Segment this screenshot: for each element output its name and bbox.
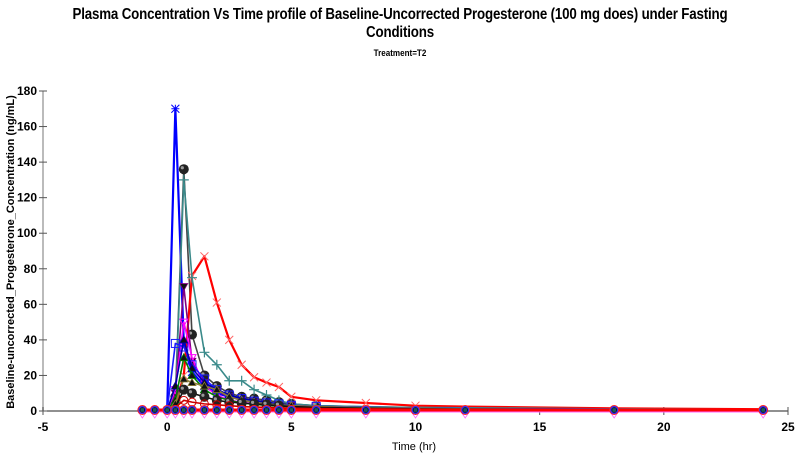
- y-tick-label: 100: [17, 226, 37, 240]
- sphere-marker: [187, 388, 197, 399]
- baseline-square-core: [215, 408, 219, 412]
- baseline-square-core: [264, 408, 269, 412]
- triangle-down-marker: [179, 283, 189, 292]
- triangle-up-marker: [212, 384, 222, 394]
- series-3: [142, 251, 764, 412]
- sphere-marker: [178, 164, 189, 175]
- sphere-highlight: [263, 401, 267, 405]
- triangle-down-open-marker: [178, 318, 189, 328]
- sphere-highlight: [213, 397, 217, 401]
- y-tick-label: 60: [24, 297, 38, 311]
- baseline-square-core: [239, 408, 244, 412]
- baseline-square-core: [413, 408, 418, 412]
- x-tick-label: 15: [533, 420, 547, 434]
- triangle-up-marker: [199, 381, 210, 390]
- chart-title: Plasma Concentration Vs Time profile of …: [72, 6, 728, 41]
- x-marker: [237, 360, 247, 370]
- series-layer: [142, 104, 764, 412]
- sphere-highlight: [180, 166, 184, 170]
- baseline-square-core: [202, 408, 207, 412]
- baseline-square-core: [612, 408, 616, 412]
- sphere-highlight: [238, 399, 242, 404]
- y-tick-label: 40: [24, 333, 38, 347]
- baseline-square-core: [364, 408, 368, 412]
- x-tick-label: 0: [164, 420, 171, 434]
- x-tick-label: 20: [657, 420, 671, 434]
- triangle-down-open-marker: [187, 354, 197, 363]
- plus-marker: [178, 174, 189, 185]
- series-2: [142, 164, 764, 411]
- triangle-up-marker: [179, 335, 189, 344]
- y-tick-label: 120: [17, 191, 37, 205]
- triangle-up-marker: [179, 352, 189, 362]
- triangle-up-marker: [187, 377, 197, 386]
- baseline-square-core: [182, 408, 186, 412]
- baseline-square-core: [289, 408, 294, 412]
- series-line: [142, 255, 764, 412]
- sphere-highlight: [201, 393, 205, 397]
- star-marker: [171, 104, 180, 114]
- plus-marker: [199, 347, 210, 358]
- y-tick-label: 160: [17, 120, 37, 134]
- series-line: [142, 107, 764, 412]
- baseline-square-core: [190, 408, 194, 412]
- triangle-up-marker: [179, 374, 189, 383]
- baseline-square-core: [761, 408, 765, 412]
- sphere-highlight: [275, 402, 280, 406]
- x-marker: [286, 392, 296, 402]
- plus-marker: [187, 272, 197, 283]
- plus-marker: [211, 359, 222, 370]
- baseline-square-core: [252, 408, 256, 412]
- plus-marker: [236, 375, 247, 386]
- x-marker: [311, 395, 321, 405]
- sphere-highlight: [250, 400, 255, 404]
- baseline-square-core: [152, 408, 157, 412]
- series-1: [142, 104, 764, 412]
- baseline-square-core: [165, 408, 169, 412]
- baseline-square-core: [173, 408, 178, 412]
- y-tick-label: 20: [24, 368, 38, 382]
- y-tick-label: 180: [17, 84, 37, 98]
- x-tick-label: -5: [38, 420, 49, 434]
- x-marker: [200, 251, 209, 261]
- series-line: [142, 285, 764, 412]
- x-tick-label: 25: [781, 420, 795, 434]
- baseline-square-core: [314, 408, 318, 412]
- baseline-square-core: [277, 408, 281, 412]
- x-marker: [249, 372, 259, 382]
- y-tick-label: 0: [30, 404, 37, 418]
- plus-marker: [224, 375, 235, 386]
- baseline-square-core: [227, 408, 232, 412]
- x-marker: [212, 298, 222, 307]
- x-marker: [361, 398, 371, 408]
- series-4: [142, 174, 764, 411]
- baseline-square-core: [463, 408, 467, 412]
- plus-marker: [249, 384, 260, 395]
- y-tick-label: 80: [24, 262, 38, 276]
- x-axis-label: Time (hr): [392, 441, 436, 453]
- series-line: [142, 179, 764, 411]
- chart-subtitle: Treatment=T2: [373, 48, 427, 59]
- x-marker: [274, 382, 284, 392]
- x-tick-label: 5: [288, 420, 295, 434]
- sphere-highlight: [188, 390, 193, 394]
- baseline-square-core: [140, 408, 145, 412]
- series-line: [142, 168, 764, 411]
- y-tick-label: 140: [17, 155, 37, 169]
- x-tick-label: 10: [409, 420, 423, 434]
- x-marker: [224, 335, 234, 345]
- x-marker: [262, 378, 271, 387]
- baseline-markers: [137, 405, 769, 419]
- sphere-highlight: [180, 386, 184, 390]
- series-5: [142, 283, 764, 412]
- y-axis-label: Baseline-uncorrected_Progesterone_Concen…: [5, 95, 17, 409]
- circle-marker: [179, 395, 189, 405]
